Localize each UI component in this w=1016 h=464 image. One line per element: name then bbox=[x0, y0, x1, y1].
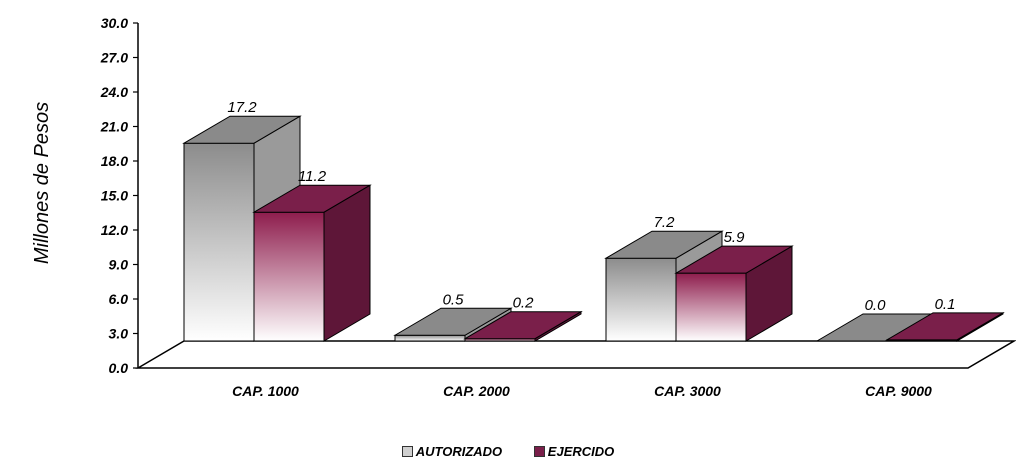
y-tick-label: 30.0 bbox=[101, 15, 128, 31]
bar-ejercido-3 bbox=[674, 245, 794, 342]
category-label: CAP. 3000 bbox=[654, 383, 721, 399]
bar-top bbox=[393, 307, 513, 336]
data-label: 0.2 bbox=[513, 295, 535, 312]
category-labels: CAP. 1000 CAP. 2000 CAP. 3000 CAP. 9000 bbox=[232, 383, 932, 399]
bar-ejercido-4 bbox=[885, 311, 1005, 342]
y-tick-label: 0.0 bbox=[109, 360, 129, 376]
data-label: 0.0 bbox=[865, 297, 887, 314]
legend-item-autorizado: AUTORIZADO bbox=[401, 444, 503, 459]
y-tick-label: 6.0 bbox=[109, 291, 129, 307]
bar-front bbox=[394, 334, 466, 342]
y-tick-label: 12.0 bbox=[101, 222, 128, 238]
legend-swatch-autorizado bbox=[401, 446, 413, 457]
bar-front bbox=[605, 257, 677, 342]
data-label: 7.2 bbox=[654, 214, 676, 231]
data-label: 5.9 bbox=[724, 229, 746, 246]
bar-ejercido-1 bbox=[252, 184, 372, 342]
data-label: 0.1 bbox=[935, 296, 956, 313]
bar-top bbox=[182, 115, 302, 144]
legend-label-autorizado: AUTORIZADO bbox=[415, 444, 503, 459]
y-tick-label: 3.0 bbox=[109, 326, 129, 342]
legend: AUTORIZADO EJERCIDO bbox=[0, 444, 1016, 460]
floor-plane bbox=[135, 340, 1016, 369]
bar-front bbox=[675, 272, 747, 342]
bar-top bbox=[604, 230, 724, 259]
bar-front bbox=[253, 211, 325, 342]
data-label: 11.2 bbox=[298, 168, 327, 185]
bar-front bbox=[183, 142, 255, 342]
legend-swatch-ejercido bbox=[533, 446, 545, 457]
y-tick-label: 18.0 bbox=[101, 153, 128, 169]
legend-label-ejercido: EJERCIDO bbox=[547, 444, 615, 459]
y-tick-label: 15.0 bbox=[101, 188, 128, 204]
bar-top bbox=[463, 311, 583, 340]
y-tick-label: 24.0 bbox=[100, 84, 128, 100]
category-label: CAP. 2000 bbox=[443, 383, 510, 399]
category-label: CAP. 1000 bbox=[232, 383, 299, 399]
y-tick-label: 27.0 bbox=[100, 50, 128, 66]
y-tick-label: 9.0 bbox=[109, 257, 129, 273]
y-tick-label: 21.0 bbox=[100, 119, 128, 135]
bar-top bbox=[885, 312, 1005, 341]
legend-item-ejercido: EJERCIDO bbox=[533, 444, 615, 459]
data-label: 0.5 bbox=[443, 291, 465, 308]
bar-top bbox=[252, 184, 372, 213]
data-labels: 17.2 11.2 0.5 0.2 7.2 5.9 0.0 0.1 bbox=[227, 99, 955, 314]
bars bbox=[182, 115, 1005, 342]
bar-top bbox=[674, 245, 794, 274]
category-label: CAP. 9000 bbox=[865, 383, 932, 399]
y-tick-labels: 0.0 3.0 6.0 9.0 12.0 15.0 18.0 21.0 24.0 27.0 30.0 bbox=[100, 15, 138, 376]
y-axis-label: Millones de Pesos bbox=[31, 102, 53, 264]
data-label: 17.2 bbox=[227, 99, 257, 116]
bar-ejercido-2 bbox=[463, 310, 583, 342]
